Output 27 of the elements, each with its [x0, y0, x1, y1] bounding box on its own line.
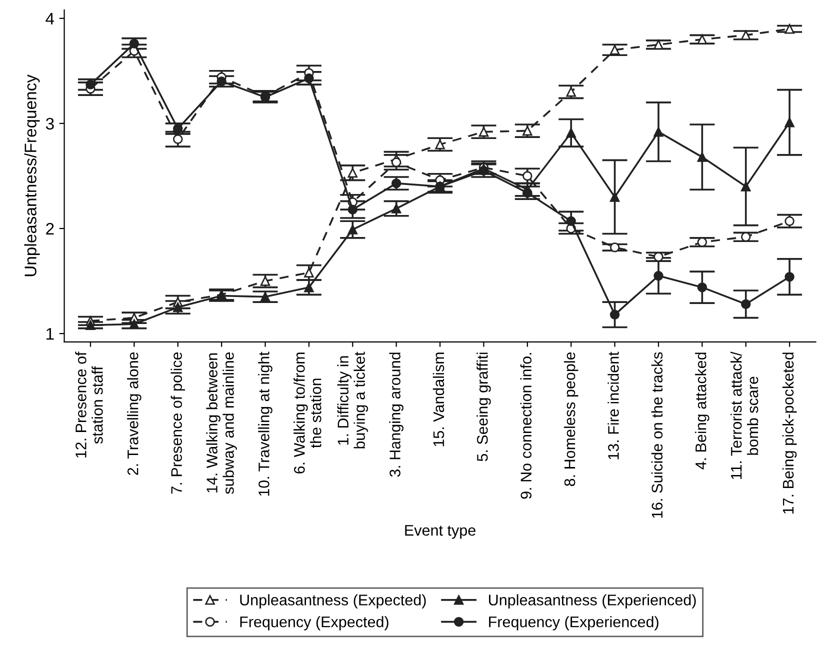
x-tick-label: 2. Travelling alone [127, 352, 142, 475]
x-tick-label: 14. Walking between subway and mainline [206, 352, 237, 494]
legend-label: Unpleasantness (Experienced) [488, 594, 696, 608]
y-tick-label: 4 [46, 12, 54, 24]
x-tick-label: 12. Presence of station staff [75, 352, 103, 458]
x-tick-label: 6. Walking to/from the station [294, 352, 322, 474]
y-tick-label: 2 [46, 222, 54, 235]
x-tick-label: 13. Fire incident [608, 352, 619, 460]
x-tick-label: 10. Travelling at night [258, 352, 272, 496]
x-tick-label: 9. No connection info. [520, 353, 532, 499]
x-tick-label: 7. Presence of police [170, 352, 185, 494]
legend-label: Unpleasantness (Expected) [240, 594, 426, 608]
x-tick-label: 5. Seeing graffiti [476, 352, 491, 462]
x-tick-label: 4. Being attacked [695, 352, 710, 470]
x-tick-label: 15. Vandalism [432, 352, 444, 446]
x-axis-title: Event type [405, 525, 476, 539]
legend-label: Frequency (Experienced) [489, 616, 658, 630]
x-tick-label: 11. Terrorist attack/ bomb scare [730, 352, 758, 480]
y-tick-label: 3 [46, 118, 54, 130]
x-tick-label: 16. Suicide on the tracks [651, 352, 663, 518]
y-tick-label: 1 [46, 328, 54, 340]
x-tick-label: 3. Hanging around [389, 352, 404, 477]
y-axis-title: Unpleasantness/Frequency [24, 74, 40, 276]
x-tick-label: 1. Difficulty in buying a ticket [337, 352, 368, 448]
x-tick-label: 8. Homeless people [564, 352, 578, 486]
x-tick-label: 17. Being pick-pocketed [782, 352, 797, 514]
legend-label: Frequency (Expected) [240, 616, 388, 630]
